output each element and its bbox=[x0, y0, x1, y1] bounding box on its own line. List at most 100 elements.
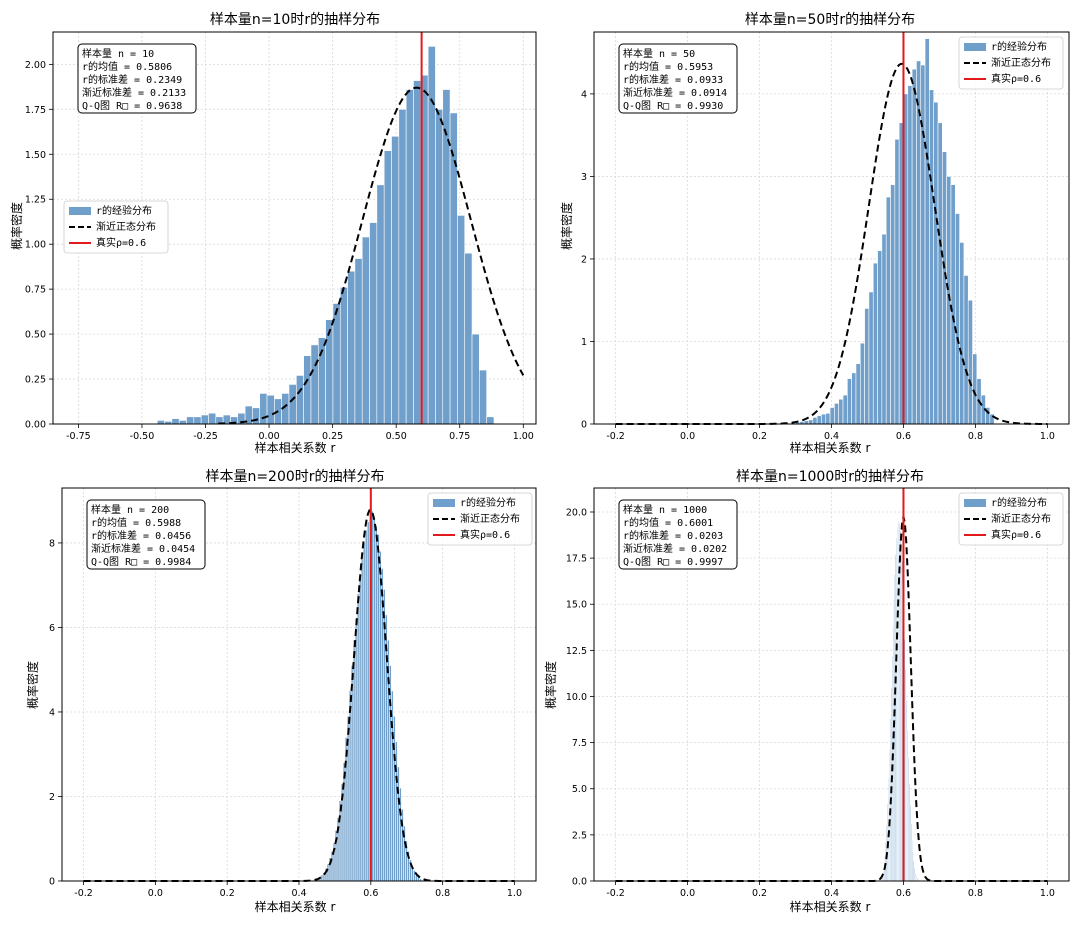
x-tick-label: 0.0 bbox=[680, 888, 695, 899]
histogram-bar bbox=[937, 122, 943, 425]
y-tick-label: 4 bbox=[49, 707, 55, 718]
histogram-bar bbox=[812, 417, 818, 425]
x-tick-label: 0.8 bbox=[435, 888, 450, 899]
y-tick-label: 8 bbox=[49, 538, 55, 549]
histogram-bar bbox=[942, 151, 947, 425]
x-tick-label: -0.25 bbox=[193, 431, 218, 442]
stats-line: r的标准差 = 0.0203 bbox=[623, 529, 723, 542]
x-tick-label: -0.2 bbox=[74, 888, 93, 899]
histogram-bar bbox=[344, 737, 348, 882]
histogram-bar bbox=[310, 344, 319, 425]
histogram-bar bbox=[851, 372, 857, 425]
histogram-bar bbox=[360, 559, 364, 882]
x-tick-label: 0.6 bbox=[896, 888, 911, 899]
histogram-bar bbox=[959, 242, 965, 425]
y-tick-label: 0.00 bbox=[25, 420, 46, 431]
histogram-bar bbox=[890, 184, 896, 425]
panel-n10: 样本量n=10时r的抽样分布 样本相关系数 r 概率密度 -0.75 -0.50 -… bbox=[9, 12, 537, 455]
histogram-bar bbox=[342, 762, 346, 882]
histogram-bar bbox=[838, 398, 844, 425]
y-tick-label: 7.5 bbox=[572, 738, 587, 749]
histogram-bar bbox=[200, 414, 209, 425]
x-axis-label: 样本相关系数 r bbox=[255, 899, 336, 914]
legend-label: 真实ρ=0.6 bbox=[96, 236, 146, 249]
histogram-bar bbox=[362, 542, 366, 882]
histogram-bar bbox=[929, 89, 934, 425]
x-tick-label: 0.50 bbox=[386, 431, 407, 442]
histogram-bar bbox=[369, 222, 378, 425]
histogram bbox=[316, 510, 422, 882]
stats-line: Q-Q图 R□ = 0.9638 bbox=[82, 100, 182, 112]
legend-label: 渐近正态分布 bbox=[991, 512, 1051, 525]
stats-line: 渐近标准差 = 0.2133 bbox=[82, 86, 186, 99]
x-tick-label: -0.2 bbox=[606, 431, 625, 442]
histogram-bar bbox=[393, 715, 396, 882]
stats-line: 样本量 n = 1000 bbox=[623, 503, 707, 516]
histogram-bar bbox=[825, 412, 831, 425]
histogram-bar bbox=[372, 517, 376, 882]
histogram-bar bbox=[950, 184, 956, 425]
y-tick-label: 4 bbox=[581, 89, 587, 100]
y-tick-label: 0.50 bbox=[25, 330, 46, 341]
stats-line: r的标准差 = 0.0456 bbox=[91, 529, 191, 542]
y-tick-label: 2 bbox=[581, 254, 587, 265]
histogram-bar bbox=[397, 766, 400, 882]
histogram-bar bbox=[325, 319, 334, 425]
legend-swatch-histogram bbox=[964, 499, 986, 507]
legend-label: 渐近正态分布 bbox=[991, 56, 1051, 69]
y-tick-label: 15.0 bbox=[566, 600, 587, 611]
histogram-bar bbox=[435, 109, 444, 425]
histogram-bar bbox=[881, 233, 887, 425]
histogram-bar bbox=[464, 252, 473, 425]
stats-line: Q-Q图 R□ = 0.9930 bbox=[623, 100, 723, 112]
histogram-bar bbox=[338, 800, 342, 882]
histogram-bar bbox=[266, 394, 275, 425]
histogram bbox=[156, 46, 495, 425]
x-tick-label: -0.50 bbox=[130, 431, 155, 442]
histogram-bar bbox=[842, 394, 848, 425]
histogram-bar bbox=[252, 407, 261, 425]
histogram-bar bbox=[911, 68, 917, 425]
y-tick-label: 0.25 bbox=[25, 375, 46, 386]
y-axis-label: 概率密度 bbox=[9, 202, 24, 250]
histogram-bar bbox=[366, 521, 370, 882]
histogram-bar bbox=[829, 407, 835, 425]
stats-box-frame bbox=[618, 499, 738, 570]
plot-frame bbox=[52, 31, 537, 425]
histogram-bar bbox=[847, 378, 852, 425]
histogram-bar bbox=[378, 551, 382, 882]
y-tick-label: 5.0 bbox=[572, 784, 587, 795]
histogram-bar bbox=[193, 416, 202, 425]
panel-title: 样本量n=1000时r的抽样分布 bbox=[736, 469, 924, 485]
histogram-bar bbox=[963, 275, 969, 425]
histogram-bar bbox=[967, 299, 973, 425]
y-tick-label: 1 bbox=[581, 337, 587, 348]
histogram-bar bbox=[389, 665, 392, 882]
y-tick-label: 1.00 bbox=[25, 240, 46, 251]
histogram-bar bbox=[877, 250, 883, 425]
legend-label: r的经验分布 bbox=[460, 496, 516, 509]
x-tick-label: 0.4 bbox=[291, 888, 306, 899]
histogram-bar bbox=[288, 384, 297, 425]
y-tick-label: 2 bbox=[49, 792, 55, 803]
histogram-bar bbox=[486, 416, 495, 425]
x-tick-label: 0.25 bbox=[322, 431, 343, 442]
x-tick-label: 0.8 bbox=[968, 431, 983, 442]
y-tick-label: 2.00 bbox=[25, 60, 46, 71]
histogram-bar bbox=[449, 112, 458, 425]
legend-swatch-histogram bbox=[964, 43, 986, 51]
stats-line: 样本量 n = 50 bbox=[623, 47, 695, 60]
histogram-bar bbox=[391, 135, 400, 425]
histogram-bar bbox=[330, 851, 334, 882]
legend-swatch-histogram bbox=[69, 207, 91, 215]
panel-title: 样本量n=10时r的抽样分布 bbox=[210, 12, 380, 28]
x-axis-label: 样本相关系数 r bbox=[790, 440, 871, 455]
x-tick-label: 0.8 bbox=[968, 888, 983, 899]
histogram-bar bbox=[347, 270, 356, 425]
